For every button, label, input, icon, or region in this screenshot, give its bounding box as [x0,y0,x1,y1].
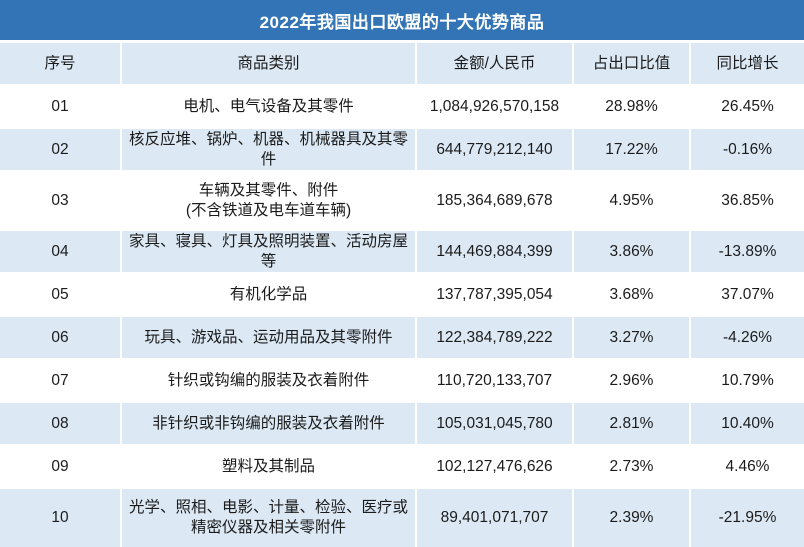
cell-share: 2.39% [574,489,689,547]
cell-amount: 89,401,071,707 [417,489,572,547]
cell-share: 4.95% [574,172,689,229]
cell-amount: 185,364,689,678 [417,172,572,229]
table-header-row: 序号 商品类别 金额/人民币 占出口比值 同比增长 [0,43,804,84]
cell-yoy: -13.89% [691,231,804,272]
table-row: 06 玩具、游戏品、运动用品及其零附件 122,384,789,222 3.27… [0,317,804,358]
cell-amount: 105,031,045,780 [417,403,572,444]
cell-no: 01 [0,86,120,127]
cell-amount: 1,084,926,570,158 [417,86,572,127]
table-row: 07 针织或钩编的服装及衣着附件 110,720,133,707 2.96% 1… [0,360,804,401]
header-cell-no: 序号 [0,43,120,84]
cell-share: 2.96% [574,360,689,401]
header-cell-category: 商品类别 [122,43,415,84]
cell-category: 有机化学品 [122,274,415,315]
cell-amount: 144,469,884,399 [417,231,572,272]
cell-share: 28.98% [574,86,689,127]
cell-yoy: 10.40% [691,403,804,444]
cell-no: 06 [0,317,120,358]
table-row: 05 有机化学品 137,787,395,054 3.68% 37.07% [0,274,804,315]
cell-no: 04 [0,231,120,272]
cell-yoy: 10.79% [691,360,804,401]
cell-yoy: -0.16% [691,129,804,170]
cell-amount: 137,787,395,054 [417,274,572,315]
cell-category: 针织或钩编的服装及衣着附件 [122,360,415,401]
data-table: 序号 商品类别 金额/人民币 占出口比值 同比增长 01 电机、电气设备及其零件… [0,43,804,547]
cell-category: 家具、寝具、灯具及照明装置、活动房屋等 [122,231,415,272]
cell-amount: 644,779,212,140 [417,129,572,170]
cell-no: 03 [0,172,120,229]
table-row: 09 塑料及其制品 102,127,476,626 2.73% 4.46% [0,446,804,487]
table-row: 01 电机、电气设备及其零件 1,084,926,570,158 28.98% … [0,86,804,127]
table-row: 10 光学、照相、电影、计量、检验、医疗或 精密仪器及相关零附件 89,401,… [0,489,804,547]
cell-share: 2.73% [574,446,689,487]
header-cell-amount: 金额/人民币 [417,43,572,84]
cell-category: 塑料及其制品 [122,446,415,487]
header-cell-share: 占出口比值 [574,43,689,84]
cell-category: 核反应堆、锅炉、机器、机械器具及其零件 [122,129,415,170]
cell-yoy: 36.85% [691,172,804,229]
cell-no: 05 [0,274,120,315]
header-cell-yoy: 同比增长 [691,43,804,84]
cell-amount: 122,384,789,222 [417,317,572,358]
cell-no: 10 [0,489,120,547]
cell-no: 02 [0,129,120,170]
cell-category: 电机、电气设备及其零件 [122,86,415,127]
cell-amount: 110,720,133,707 [417,360,572,401]
cell-yoy: 4.46% [691,446,804,487]
cell-yoy: 26.45% [691,86,804,127]
cell-share: 3.86% [574,231,689,272]
cell-yoy: 37.07% [691,274,804,315]
table-row: 04 家具、寝具、灯具及照明装置、活动房屋等 144,469,884,399 3… [0,231,804,272]
cell-yoy: -21.95% [691,489,804,547]
cell-yoy: -4.26% [691,317,804,358]
table-row: 08 非针织或非钩编的服装及衣着附件 105,031,045,780 2.81%… [0,403,804,444]
cell-category: 车辆及其零件、附件 (不含铁道及电车道车辆) [122,172,415,229]
cell-no: 08 [0,403,120,444]
table-row: 02 核反应堆、锅炉、机器、机械器具及其零件 644,779,212,140 1… [0,129,804,170]
cell-no: 07 [0,360,120,401]
cell-category: 光学、照相、电影、计量、检验、医疗或 精密仪器及相关零附件 [122,489,415,547]
cell-share: 3.27% [574,317,689,358]
cell-share: 3.68% [574,274,689,315]
cell-share: 17.22% [574,129,689,170]
cell-category: 玩具、游戏品、运动用品及其零附件 [122,317,415,358]
page-title: 2022年我国出口欧盟的十大优势商品 [259,12,545,32]
title-bar: 2022年我国出口欧盟的十大优势商品 [0,0,804,40]
cell-category: 非针织或非钩编的服装及衣着附件 [122,403,415,444]
table-row: 03 车辆及其零件、附件 (不含铁道及电车道车辆) 185,364,689,67… [0,172,804,229]
cell-no: 09 [0,446,120,487]
cell-share: 2.81% [574,403,689,444]
cell-amount: 102,127,476,626 [417,446,572,487]
